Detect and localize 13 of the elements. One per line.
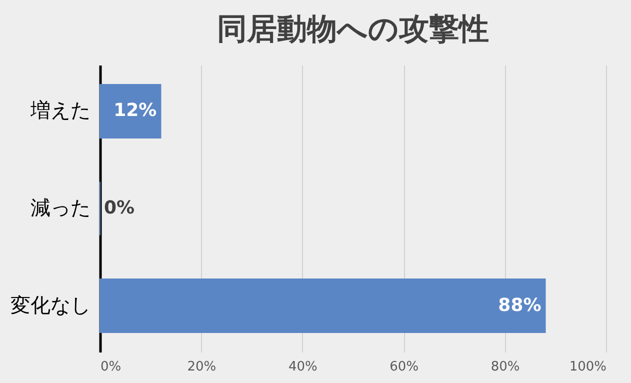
data-label: 88% <box>498 294 542 316</box>
x-tick-label: 60% <box>390 360 419 374</box>
data-label: 0% <box>104 198 135 218</box>
y-tick-label: 減った <box>30 196 90 220</box>
x-tick-label: 20% <box>187 360 216 374</box>
y-tick-label: 増えた <box>30 98 90 122</box>
x-tick-label: 0% <box>100 360 122 374</box>
x-tick-label: 80% <box>490 360 520 374</box>
data-label: 12% <box>114 100 157 122</box>
chart-title: 同居動物への攻撃性 <box>217 12 489 47</box>
y-tick-label: 変化なし <box>10 292 90 317</box>
x-tick-label: 40% <box>288 360 318 374</box>
x-tick-label: 100% <box>569 360 606 374</box>
